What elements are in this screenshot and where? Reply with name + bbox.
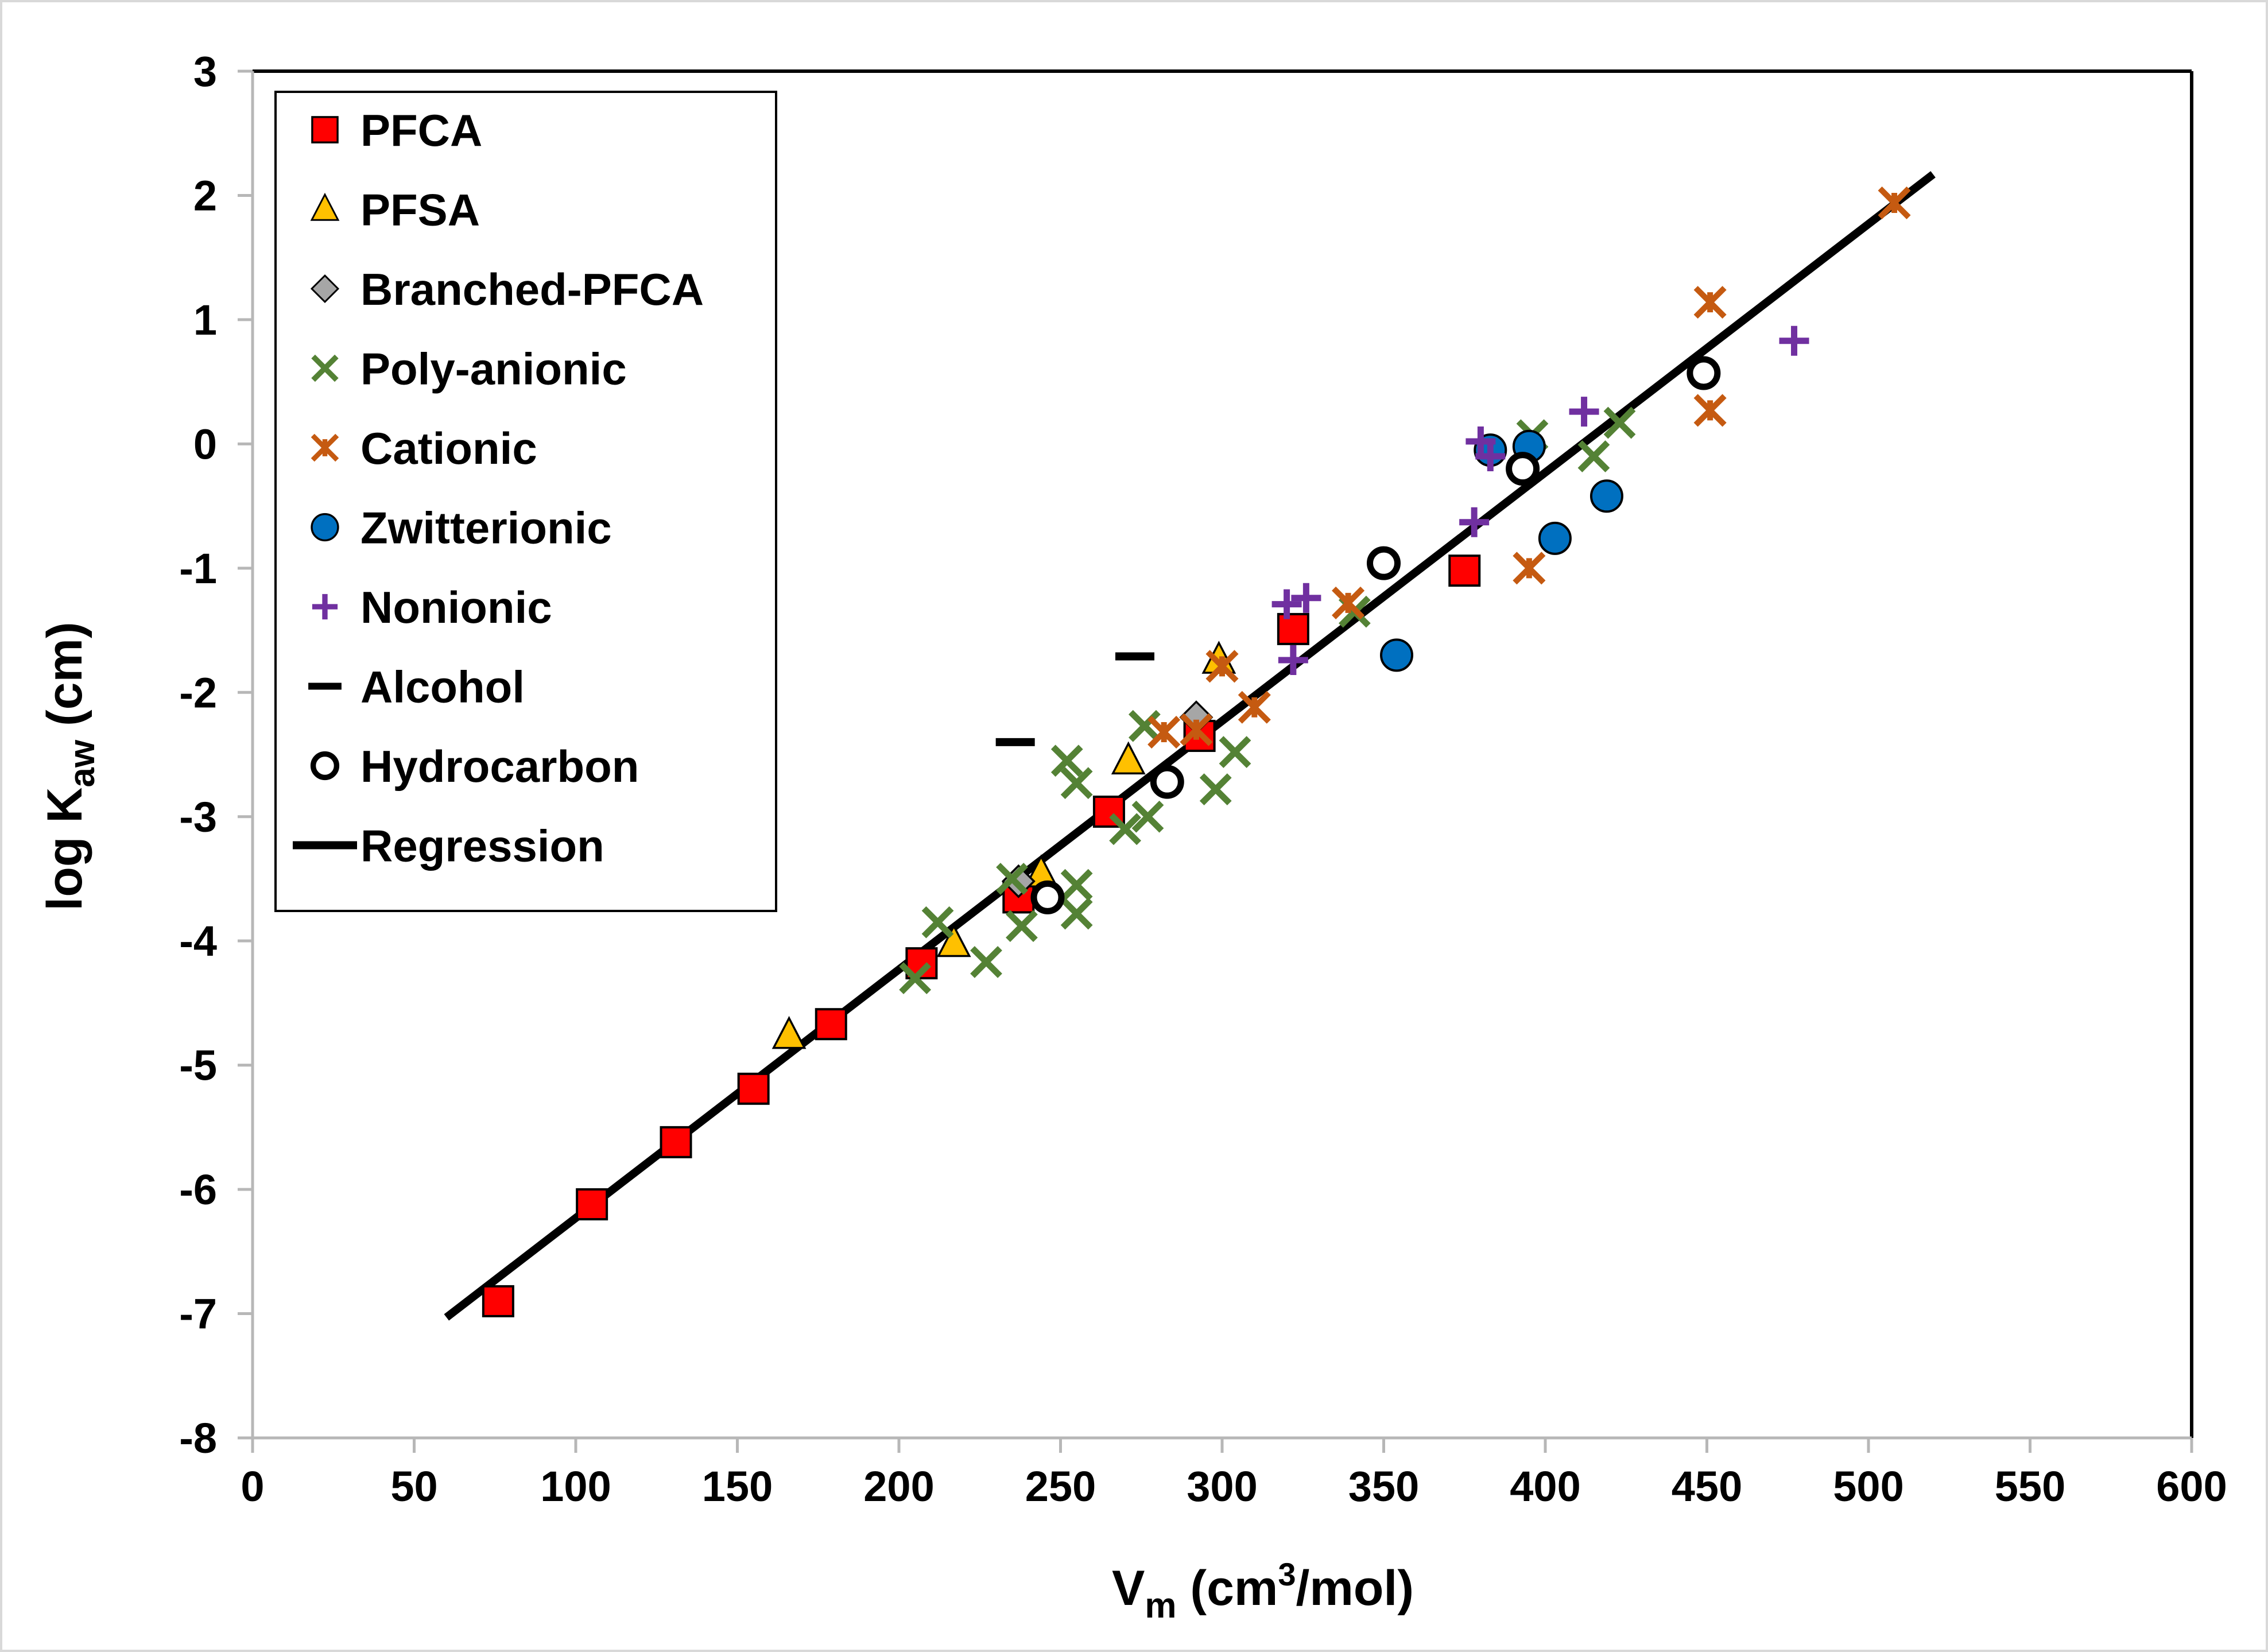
point-pfsa	[936, 924, 971, 957]
point-cationic	[1332, 586, 1365, 619]
y-tick-label: -1	[179, 545, 217, 592]
x-tick-label: 50	[390, 1463, 437, 1510]
point-nonionic	[1278, 645, 1308, 675]
point-poly-anionic	[1603, 406, 1636, 439]
x-tick-label: 550	[1995, 1463, 2065, 1510]
point-hydrocarbon	[1506, 452, 1540, 486]
point-cationic	[1878, 186, 1911, 219]
point-zwitterionic	[1380, 638, 1414, 672]
point-hydrocarbon	[1150, 765, 1184, 799]
legend-label-poly-anionic: Poly-anionic	[360, 344, 627, 394]
point-cationic	[1513, 552, 1546, 585]
point-poly-anionic	[1219, 736, 1251, 769]
point-pfca	[482, 1285, 514, 1317]
point-poly-anionic	[1060, 868, 1093, 901]
point-poly-anionic	[1060, 897, 1093, 930]
point-nonionic	[1475, 441, 1506, 472]
point-poly-anionic	[1577, 440, 1610, 472]
point-cationic	[1205, 650, 1239, 683]
legend-marker-cationic	[311, 433, 339, 462]
point-pfca	[737, 1072, 770, 1105]
point-zwitterionic	[1538, 521, 1572, 555]
point-cationic	[1238, 691, 1271, 724]
y-tick-label: -7	[179, 1290, 217, 1338]
y-tick-label: -2	[179, 669, 217, 716]
point-poly-anionic	[996, 863, 1028, 895]
point-poly-anionic	[1050, 744, 1083, 777]
point-hydrocarbon	[1687, 356, 1721, 390]
point-pfca	[1277, 612, 1309, 645]
x-tick-label: 350	[1348, 1463, 1419, 1510]
point-nonionic	[1779, 325, 1809, 356]
legend-marker-pfca	[311, 116, 339, 144]
point-poly-anionic	[1006, 910, 1038, 943]
legend-label-nonionic: Nonionic	[360, 582, 552, 633]
legend-marker-branched-pfca	[310, 274, 340, 304]
point-poly-anionic	[1128, 709, 1161, 742]
point-pfca	[1448, 554, 1481, 587]
x-tick-label: 250	[1025, 1463, 1096, 1510]
point-pfca	[660, 1126, 692, 1158]
y-tick-label: -5	[179, 1042, 217, 1089]
point-pfca	[815, 1008, 847, 1041]
x-tick-label: 300	[1187, 1463, 1257, 1510]
x-tick-label: 150	[702, 1463, 773, 1510]
legend-label-pfca: PFCA	[360, 105, 482, 156]
x-tick-label: 400	[1510, 1463, 1580, 1510]
point-nonionic	[1291, 583, 1321, 613]
point-poly-anionic	[899, 962, 932, 995]
point-poly-anionic	[1109, 813, 1141, 846]
point-pfsa	[771, 1015, 807, 1049]
point-hydrocarbon	[1367, 546, 1401, 580]
y-axis-label: log Kaw (cm)	[37, 622, 102, 910]
legend-marker-nonionic	[312, 594, 338, 620]
x-tick-label: 100	[540, 1463, 611, 1510]
legend-label-zwitterionic: Zwitterionic	[360, 503, 612, 553]
point-nonionic	[1569, 397, 1599, 427]
y-tick-label: -3	[179, 793, 217, 841]
legend-marker-pfsa	[310, 192, 340, 221]
x-axis-label: Vm (cm3/mol)	[1112, 1556, 1414, 1626]
legend-marker-zwitterionic	[311, 513, 339, 542]
point-nonionic	[1459, 507, 1490, 537]
y-tick-label: 0	[193, 420, 217, 468]
point-nonionic	[1271, 589, 1302, 619]
y-tick-label: -4	[179, 917, 217, 965]
x-tick-label: 200	[863, 1463, 934, 1510]
x-tick-label: 450	[1672, 1463, 1742, 1510]
point-hydrocarbon	[1030, 880, 1065, 914]
point-pfsa	[1111, 741, 1146, 775]
point-zwitterionic	[1589, 479, 1623, 513]
point-poly-anionic	[1060, 767, 1093, 800]
legend-label-pfsa: PFSA	[360, 185, 480, 235]
y-tick-label: -6	[179, 1166, 217, 1213]
legend-box	[274, 91, 777, 912]
y-tick-label: 1	[193, 296, 217, 344]
point-pfca	[576, 1188, 608, 1221]
point-cationic	[1147, 716, 1181, 749]
legend-marker-poly-anionic	[311, 354, 339, 382]
legend-label-alcohol: Alcohol	[360, 662, 525, 712]
x-tick-label: 500	[1833, 1463, 1903, 1510]
y-tick-label: 3	[193, 48, 217, 95]
point-cationic	[1180, 713, 1213, 746]
legend-label-hydrocarbon: Hydrocarbon	[360, 741, 639, 792]
point-cationic	[1693, 394, 1727, 427]
legend-label-cationic: Cationic	[360, 423, 537, 474]
point-poly-anionic	[1199, 773, 1232, 805]
point-poly-anionic	[1131, 800, 1164, 833]
point-poly-anionic	[921, 906, 954, 939]
x-tick-label: 600	[2156, 1463, 2227, 1510]
legend-label-regression: Regression	[360, 821, 604, 871]
legend-label-branched-pfca: Branched-PFCA	[360, 264, 704, 315]
x-tick-label: 0	[241, 1463, 264, 1510]
y-tick-label: -8	[179, 1414, 217, 1462]
point-poly-anionic	[970, 946, 1002, 978]
legend-marker-hydrocarbon	[310, 751, 340, 781]
point-cationic	[1693, 286, 1727, 319]
y-tick-label: 2	[193, 172, 217, 219]
